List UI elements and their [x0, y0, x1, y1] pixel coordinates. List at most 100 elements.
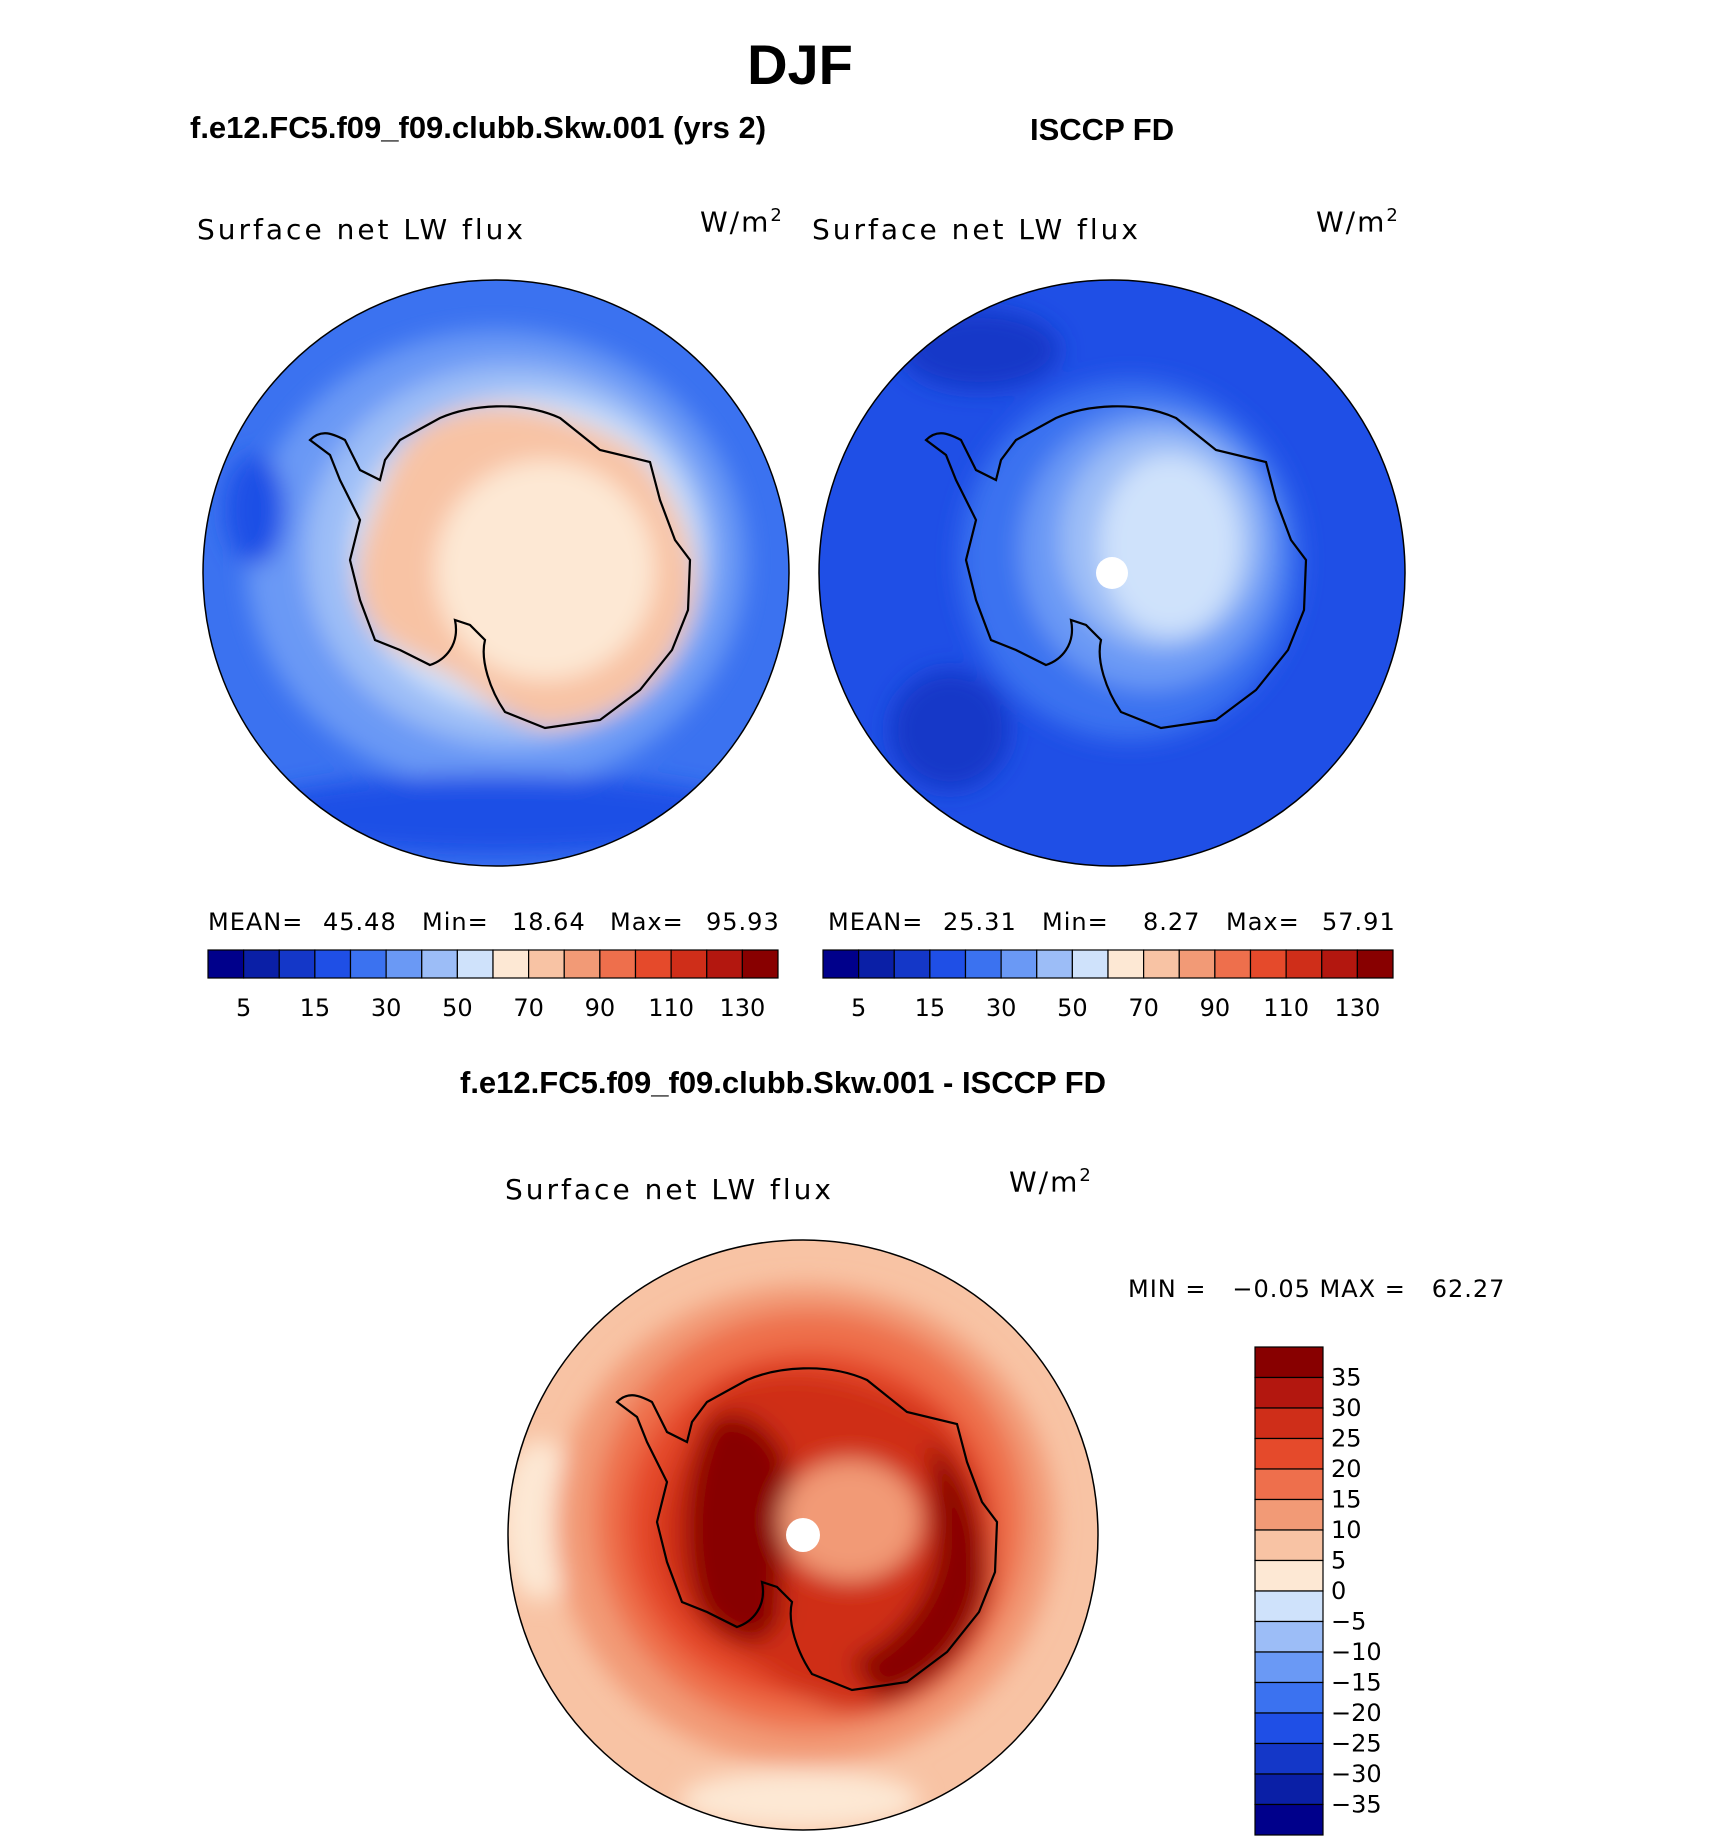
diff-land-core	[780, 1460, 920, 1580]
panel1-land-core	[435, 460, 655, 680]
diff-colorbar-tick-label: 30	[1331, 1394, 1362, 1422]
panel2-colorbar-box-13	[1285, 949, 1323, 979]
panel1-colorbar-tick-label: 50	[442, 994, 473, 1022]
panel2-colorbar-tick-label: 50	[1057, 994, 1088, 1022]
diff-colorbar-box-11	[1254, 1681, 1324, 1714]
panel1-coastline	[308, 405, 692, 730]
panel1-colorbar-tick-label: 30	[371, 994, 402, 1022]
diff-colorbar-box-2	[1254, 1407, 1324, 1440]
panel1-max-label: Max=	[610, 908, 684, 936]
diff-colorbar-box-14	[1254, 1773, 1324, 1806]
diff-title: f.e12.FC5.f09_f09.clubb.Skw.001 - ISCCP …	[460, 1065, 1107, 1100]
panel2-colorbar-box-2	[893, 949, 931, 979]
panel2-colorbar-box-0	[822, 949, 860, 979]
panel2-units-label: W/m2	[1316, 205, 1400, 238]
panel2-mean-label: MEAN=	[828, 908, 924, 936]
diff-low-south	[680, 1770, 920, 1830]
diff-colorbar-box-12	[1254, 1712, 1324, 1745]
panel1-land-fill	[357, 406, 695, 728]
panel2-colorbar-box-4	[964, 949, 1002, 979]
diff-colorbar-tick-label: 15	[1331, 1486, 1362, 1514]
diff-colorbar-box-10	[1254, 1651, 1324, 1684]
panel2-colorbar-box-14	[1321, 949, 1358, 979]
panel2-colorbar-tick-label: 130	[1334, 994, 1380, 1022]
panel2-colorbar-box-3	[929, 949, 967, 979]
diff-band-high	[625, 1350, 995, 1700]
diff-coastline	[615, 1367, 999, 1692]
diff-colorbar-tick-label: −20	[1331, 1699, 1382, 1727]
panel2-units-exp: 2	[1386, 205, 1400, 226]
diff-colorbar-tick-label: 35	[1331, 1364, 1362, 1392]
panel1-units-exp: 2	[770, 205, 784, 226]
diff-land-peak-east	[850, 1440, 986, 1700]
diff-land-fill	[657, 1372, 993, 1712]
diff-pole-hole	[786, 1518, 820, 1552]
panel2-colorbar-tick-label: 15	[915, 994, 946, 1022]
diff-colorbar-tick-label: −10	[1331, 1638, 1382, 1666]
diff-colorbar-box-1	[1254, 1376, 1324, 1409]
diff-band-inner	[595, 1310, 1025, 1730]
panel1-colorbar-box-1	[243, 949, 280, 979]
diff-colorbar-box-13	[1254, 1742, 1324, 1775]
panel1-band-ice	[350, 395, 700, 715]
panel2-colorbar-tick-label: 110	[1263, 994, 1309, 1022]
panel2-band-ice	[1100, 455, 1240, 635]
panel2-pole-hole	[1096, 557, 1128, 589]
diff-colorbar-box-7	[1254, 1559, 1324, 1592]
panel2-colorbar-box-12	[1249, 949, 1287, 979]
diff-colorbar-tick-label: 20	[1331, 1455, 1362, 1483]
panel1-max-value: 95.93	[706, 908, 780, 936]
diff-low-west	[508, 1440, 580, 1600]
diff-colorbar-tick-label: 25	[1331, 1425, 1362, 1453]
diff-colorbar-box-9	[1254, 1620, 1324, 1653]
panel1-colorbar-box-8	[492, 949, 530, 979]
panel2-colorbar-box-9	[1143, 949, 1180, 979]
diff-map-border	[507, 1239, 1099, 1831]
panel1-colorbar-box-3	[314, 949, 352, 979]
diff-units-label: W/m2	[1009, 1165, 1093, 1198]
panel2-band-inner	[1020, 410, 1280, 690]
diff-units-base: W/m	[1009, 1165, 1080, 1199]
panel2-colorbar-box-6	[1036, 949, 1073, 979]
panel1-colorbar-tick-label: 5	[236, 994, 251, 1022]
panel1-colorbar-box-2	[278, 949, 316, 979]
diff-variable-label: Surface net LW flux	[505, 1173, 834, 1206]
panel2-colorbar-box-11	[1214, 949, 1252, 979]
diff-colorbar-tick-label: −5	[1331, 1608, 1366, 1636]
diff-units-exp: 2	[1079, 1165, 1093, 1186]
panel1-colorbar-box-6	[421, 949, 458, 979]
panel2-colorbar-box-15	[1356, 949, 1394, 979]
panel1-colorbar-box-11	[599, 949, 637, 979]
panel1-units-label: W/m2	[700, 205, 784, 238]
panel1-low-south	[236, 775, 756, 855]
panel1-units-base: W/m	[700, 205, 771, 239]
panel1-colorbar-tick-label: 110	[648, 994, 694, 1022]
panel2-mean-value: 25.31	[943, 908, 1017, 936]
panel2-variable-label: Surface net LW flux	[812, 213, 1141, 246]
panel1-colorbar-tick-label: 70	[513, 994, 544, 1022]
panel2-min-value: 8.27	[1143, 908, 1201, 936]
panel1-colorbar-box-12	[634, 949, 672, 979]
panel1-min-label: Min=	[422, 908, 489, 936]
diff-colorbar-tick-label: 0	[1331, 1577, 1346, 1605]
diff-colorbar-tick-label: −35	[1331, 1791, 1382, 1819]
panel2-band-light	[1060, 430, 1260, 650]
panel1-map-border	[202, 279, 790, 867]
panel2-ocean-outer	[819, 280, 1405, 866]
panel2-colorbar-tick-label: 90	[1200, 994, 1231, 1022]
panel2-colorbar-box-10	[1178, 949, 1216, 979]
panel2-colorbar-box-1	[858, 949, 895, 979]
diff-colorbar-tick-label: 10	[1331, 1516, 1362, 1544]
panel1-colorbar-tick-label: 90	[585, 994, 616, 1022]
panel2-title: ISCCP FD	[1030, 112, 1175, 147]
panel1-colorbar-box-10	[563, 949, 601, 979]
diff-colorbar-box-0	[1254, 1346, 1324, 1379]
panel2-max-label: Max=	[1226, 908, 1300, 936]
panel1-title: f.e12.FC5.f09_f09.clubb.Skw.001 (yrs 2)	[190, 110, 767, 145]
panel1-colorbar-box-13	[670, 949, 708, 979]
panel2-low-sw	[890, 670, 1010, 790]
panel1-mean-value: 45.48	[323, 908, 397, 936]
panel2-colorbar-tick-label: 5	[851, 994, 866, 1022]
panel2-colorbar-tick-label: 70	[1128, 994, 1159, 1022]
diff-colorbar-tick-label: −15	[1331, 1669, 1382, 1697]
